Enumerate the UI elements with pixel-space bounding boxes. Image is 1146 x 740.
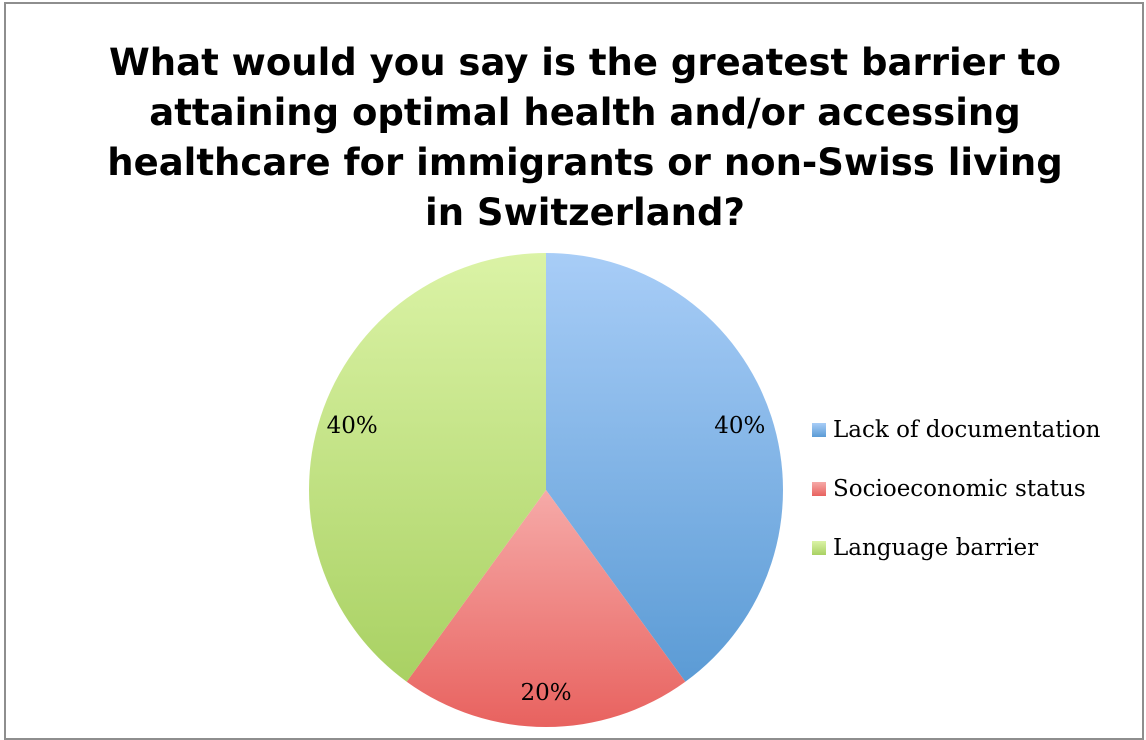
data-label-socioeconomic-status: 20% — [520, 680, 571, 706]
pie-slice-language-barrier — [309, 253, 546, 682]
legend-label: Socioeconomic status — [833, 476, 1086, 502]
legend-label: Lack of documentation — [833, 417, 1101, 443]
pie-slice-socioeconomic-status — [406, 490, 686, 727]
legend-label: Language barrier — [833, 535, 1039, 561]
data-label-lack-of-documentation: 40% — [714, 413, 765, 439]
legend-item-socioeconomic-status: Socioeconomic status — [812, 476, 1101, 502]
legend-swatch — [812, 541, 826, 555]
legend-swatch — [812, 482, 826, 496]
legend-item-lack-of-documentation: Lack of documentation — [812, 417, 1101, 443]
legend-swatch — [812, 423, 826, 437]
legend-item-language-barrier: Language barrier — [812, 535, 1101, 561]
data-label-language-barrier: 40% — [327, 413, 378, 439]
pie-slice-lack-of-documentation — [546, 253, 783, 682]
chart-legend: Lack of documentation Socioeconomic stat… — [812, 417, 1101, 595]
chart-title: What would you say is the greatest barri… — [107, 41, 1063, 234]
